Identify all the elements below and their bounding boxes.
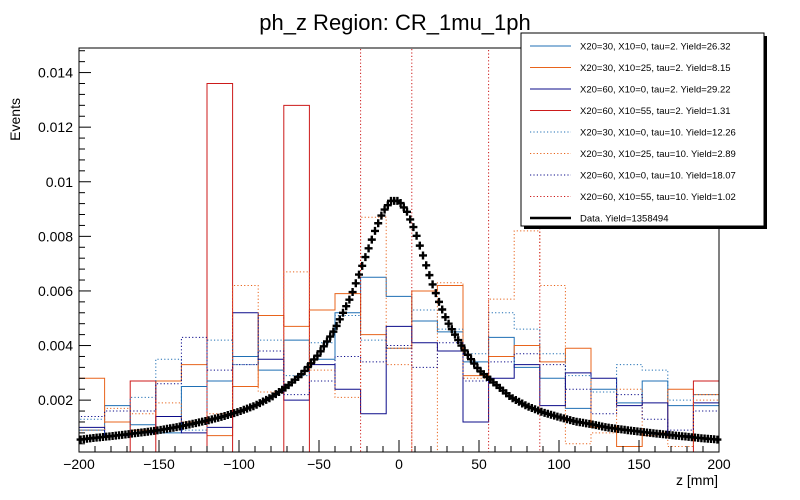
y-tick-label: 0.004 [38, 338, 73, 354]
data-point [355, 270, 363, 279]
legend-label: X20=30, X10=0, tau=10. Yield=12.26 [580, 128, 736, 139]
legend-label: X20=30, X10=25, tau=2. Yield=8.15 [580, 63, 731, 74]
y-tick-label: 0.01 [46, 174, 73, 190]
data-point [335, 315, 344, 324]
data-point [467, 355, 475, 364]
data-point [457, 341, 466, 350]
series-7-histogram [79, 336, 719, 452]
data-point [409, 223, 418, 232]
y-tick-label: 0.002 [38, 392, 73, 408]
data-point [348, 288, 357, 297]
data-point [470, 359, 479, 368]
data-point [364, 244, 373, 253]
data-point [451, 330, 459, 339]
y-axis: 0.002 0.004 0.006 0.008 0.01 0.012 0.014 [38, 50, 91, 445]
data-point [377, 211, 386, 220]
data-point [351, 279, 360, 288]
data-point [316, 347, 325, 356]
data-point [431, 289, 440, 298]
data-point [460, 346, 469, 355]
data-point [339, 308, 347, 317]
x-axis-label: z [mm] [676, 472, 718, 488]
data-point [463, 350, 472, 359]
data-point [428, 280, 437, 289]
y-tick-label: 0.006 [38, 283, 73, 299]
data-point [438, 305, 447, 314]
data-point [713, 435, 722, 444]
x-tick-label: 200 [707, 456, 731, 472]
data-point [403, 207, 411, 216]
data-point [371, 226, 379, 235]
data-point [367, 235, 376, 244]
data-point [412, 231, 421, 240]
series-5-histogram [79, 309, 719, 452]
y-tick-label: 0.008 [38, 228, 73, 244]
data-point [447, 325, 456, 334]
series-8-histogram [79, 48, 719, 452]
series-3-histogram [79, 312, 719, 452]
x-tick-label: 100 [547, 456, 571, 472]
x-axis: −200 −150 −100 −50 0 50 100 150 200 [63, 440, 731, 472]
data-point [342, 302, 351, 311]
data-point [332, 321, 341, 330]
data-markers [76, 196, 722, 444]
x-tick-label: −100 [223, 456, 255, 472]
data-point [396, 199, 405, 208]
data-point [329, 327, 338, 336]
data-point [319, 342, 328, 351]
series-1-histogram [79, 276, 719, 452]
data-point [380, 205, 389, 214]
x-tick-label: −150 [143, 456, 175, 472]
data-point [454, 336, 463, 345]
legend-label: X20=60, X10=0, tau=10. Yield=18.07 [580, 171, 736, 182]
data-point [419, 251, 427, 260]
data-point [374, 219, 383, 228]
data-point [358, 261, 367, 270]
legend-label: X20=60, X10=55, tau=2. Yield=1.31 [580, 106, 731, 117]
data-point [323, 337, 331, 346]
legend-label: X20=60, X10=0, tau=2. Yield=29.22 [580, 85, 731, 96]
data-point [422, 261, 431, 270]
x-tick-label: 0 [395, 456, 403, 472]
data-point [326, 332, 335, 341]
data-point [415, 241, 424, 250]
x-tick-label: −50 [307, 456, 331, 472]
x-tick-label: 50 [471, 456, 487, 472]
legend-label: X20=30, X10=25, tau=10. Yield=2.89 [580, 149, 736, 160]
data-point [406, 215, 415, 224]
legend-label: Data. Yield=1358494 [580, 214, 668, 225]
legend-label: X20=60, X10=55, tau=10. Yield=1.02 [580, 192, 736, 203]
legend-label: X20=30, X10=0, tau=2. Yield=26.32 [580, 42, 731, 53]
x-tick-label: 150 [627, 456, 651, 472]
data-point [399, 203, 408, 212]
legend: X20=30, X10=0, tau=2. Yield=26.32 X20=30,… [520, 32, 767, 229]
y-axis-label: Events [7, 98, 23, 141]
y-tick-label: 0.012 [38, 119, 73, 135]
chart-title: ph_z Region: CR_1mu_1ph [259, 10, 531, 35]
data-point [313, 351, 322, 360]
plot-area: −200 −150 −100 −50 0 50 100 150 2000.0020.0040.0… [38, 47, 731, 472]
data-point [383, 201, 392, 210]
y-tick-label: 0.014 [38, 65, 73, 81]
legend-box [520, 32, 765, 227]
data-point [441, 313, 450, 322]
data-point [435, 297, 443, 306]
x-tick-label: −200 [63, 456, 95, 472]
data-point [345, 295, 354, 304]
data-point [361, 253, 370, 262]
data-point [425, 271, 434, 280]
data-point [444, 319, 453, 328]
